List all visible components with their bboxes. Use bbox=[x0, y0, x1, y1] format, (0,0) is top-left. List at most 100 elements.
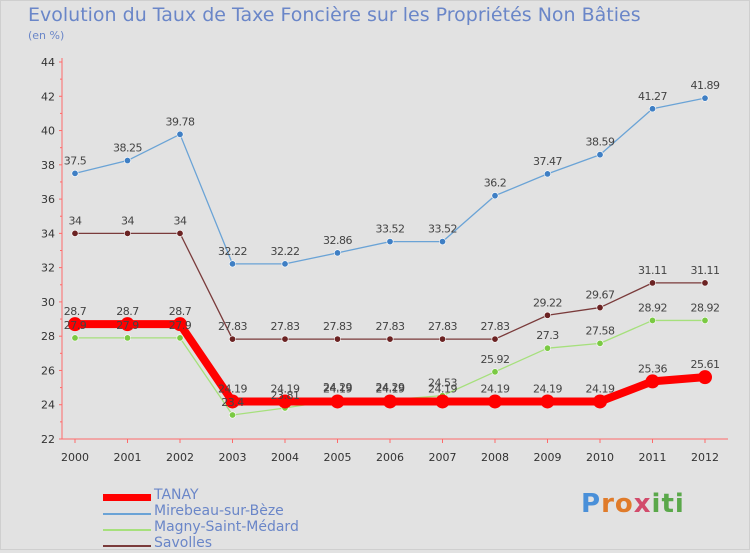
x-tick-label: 2000 bbox=[61, 451, 89, 464]
y-tick-label: 34 bbox=[41, 227, 55, 240]
data-point-tanay bbox=[435, 394, 450, 409]
data-label-savolles: 29.67 bbox=[586, 289, 615, 302]
legend-item: Magny-Saint-Médard bbox=[103, 519, 363, 537]
data-label-tanay: 24.19 bbox=[218, 382, 247, 395]
data-label-mirebeau-sur-b-ze: 37.47 bbox=[533, 155, 562, 168]
data-point-tanay bbox=[698, 370, 712, 385]
x-tick-label: 2003 bbox=[219, 451, 247, 464]
data-label-magny-saint-m-dard: 27.58 bbox=[586, 324, 615, 337]
x-tick-label: 2011 bbox=[639, 451, 667, 464]
data-label-savolles: 27.83 bbox=[218, 320, 247, 333]
x-tick-label: 2009 bbox=[534, 451, 562, 464]
x-tick-label: 2010 bbox=[586, 451, 614, 464]
data-label-magny-saint-m-dard: 24.53 bbox=[428, 377, 457, 390]
logo-letter: P bbox=[581, 489, 602, 519]
data-point-savolles bbox=[124, 229, 132, 237]
data-point-tanay bbox=[488, 394, 502, 409]
data-point-magny-saint-m-dard bbox=[229, 411, 237, 419]
data-point-tanay bbox=[120, 317, 135, 332]
y-tick-label: 32 bbox=[41, 262, 55, 275]
data-point-mirebeau-sur-b-ze bbox=[176, 130, 184, 138]
x-tick-label: 2007 bbox=[429, 451, 457, 464]
y-tick-label: 26 bbox=[41, 364, 55, 377]
data-label-mirebeau-sur-b-ze: 38.25 bbox=[113, 142, 142, 155]
data-label-tanay: 24.19 bbox=[586, 382, 615, 395]
data-point-magny-saint-m-dard bbox=[176, 334, 184, 342]
data-label-tanay: 24.19 bbox=[533, 382, 562, 395]
data-label-tanay: 24.19 bbox=[271, 382, 300, 395]
data-point-savolles bbox=[386, 335, 394, 343]
data-label-savolles: 31.11 bbox=[638, 264, 667, 277]
data-label-magny-saint-m-dard: 24.29 bbox=[376, 381, 405, 394]
data-label-mirebeau-sur-b-ze: 41.27 bbox=[638, 90, 667, 103]
data-label-mirebeau-sur-b-ze: 33.52 bbox=[428, 223, 457, 236]
data-point-mirebeau-sur-b-ze bbox=[596, 151, 604, 159]
logo-letter: r bbox=[601, 489, 615, 519]
data-point-mirebeau-sur-b-ze bbox=[701, 94, 709, 102]
data-point-magny-saint-m-dard bbox=[543, 344, 551, 352]
legend-swatch bbox=[103, 545, 151, 547]
data-point-magny-saint-m-dard bbox=[701, 316, 709, 324]
data-point-savolles bbox=[176, 229, 184, 237]
data-point-savolles bbox=[701, 279, 709, 287]
data-point-tanay bbox=[330, 394, 345, 409]
data-label-magny-saint-m-dard: 27.3 bbox=[536, 329, 559, 342]
data-label-tanay: 28.7 bbox=[116, 305, 139, 318]
data-label-savolles: 27.83 bbox=[428, 320, 457, 333]
data-label-mirebeau-sur-b-ze: 41.89 bbox=[691, 79, 720, 92]
data-point-magny-saint-m-dard bbox=[124, 334, 132, 342]
data-point-magny-saint-m-dard bbox=[596, 339, 604, 347]
data-point-mirebeau-sur-b-ze bbox=[281, 260, 289, 268]
data-label-magny-saint-m-dard: 28.92 bbox=[691, 301, 720, 314]
data-point-mirebeau-sur-b-ze bbox=[386, 238, 394, 246]
data-label-savolles: 29.22 bbox=[533, 296, 562, 309]
data-label-magny-saint-m-dard: 23.4 bbox=[221, 396, 244, 409]
data-label-savolles: 31.11 bbox=[691, 264, 720, 277]
chart-title: Evolution du Taux de Taxe Foncière sur l… bbox=[28, 4, 641, 26]
x-tick-label: 2002 bbox=[166, 451, 194, 464]
data-label-magny-saint-m-dard: 27.9 bbox=[64, 319, 87, 332]
logo-letter: o bbox=[614, 489, 634, 519]
data-point-savolles bbox=[648, 279, 656, 287]
data-label-tanay: 25.61 bbox=[691, 358, 720, 371]
data-label-savolles: 27.83 bbox=[323, 320, 352, 333]
y-tick-label: 28 bbox=[41, 330, 55, 343]
data-point-magny-saint-m-dard bbox=[491, 368, 499, 376]
data-point-magny-saint-m-dard bbox=[71, 334, 79, 342]
y-tick-label: 36 bbox=[41, 193, 55, 206]
x-tick-label: 2004 bbox=[271, 451, 299, 464]
legend-swatch bbox=[103, 529, 151, 531]
data-label-magny-saint-m-dard: 24.29 bbox=[323, 381, 352, 394]
data-label-mirebeau-sur-b-ze: 36.2 bbox=[484, 177, 507, 190]
data-point-magny-saint-m-dard bbox=[648, 316, 656, 324]
data-point-savolles bbox=[229, 335, 237, 343]
data-point-mirebeau-sur-b-ze bbox=[491, 192, 499, 200]
data-label-mirebeau-sur-b-ze: 32.22 bbox=[271, 245, 300, 258]
y-tick-label: 40 bbox=[41, 125, 55, 138]
data-point-tanay bbox=[540, 394, 555, 409]
data-point-savolles bbox=[596, 304, 604, 312]
data-label-mirebeau-sur-b-ze: 37.5 bbox=[64, 154, 87, 167]
data-label-tanay: 25.36 bbox=[638, 362, 667, 375]
data-label-savolles: 27.83 bbox=[481, 320, 510, 333]
data-label-savolles: 34 bbox=[174, 214, 187, 227]
x-tick-label: 2008 bbox=[481, 451, 509, 464]
data-label-magny-saint-m-dard: 23.81 bbox=[271, 389, 300, 402]
y-tick-label: 38 bbox=[41, 159, 55, 172]
legend-item: Savolles bbox=[103, 535, 363, 553]
data-point-tanay bbox=[173, 317, 187, 332]
data-point-savolles bbox=[333, 335, 341, 343]
legend-item: Mirebeau-sur-Bèze bbox=[103, 503, 363, 521]
data-point-mirebeau-sur-b-ze bbox=[333, 249, 341, 257]
x-tick-label: 2012 bbox=[691, 451, 719, 464]
logo-letter: i bbox=[651, 489, 662, 519]
data-point-mirebeau-sur-b-ze bbox=[648, 105, 656, 113]
y-tick-label: 44 bbox=[41, 56, 55, 69]
data-label-magny-saint-m-dard: 28.92 bbox=[638, 301, 667, 314]
legend-item: TANAY bbox=[103, 487, 363, 505]
data-point-savolles bbox=[438, 335, 446, 343]
data-point-savolles bbox=[281, 335, 289, 343]
data-label-savolles: 34 bbox=[69, 214, 82, 227]
data-point-tanay bbox=[278, 394, 292, 409]
